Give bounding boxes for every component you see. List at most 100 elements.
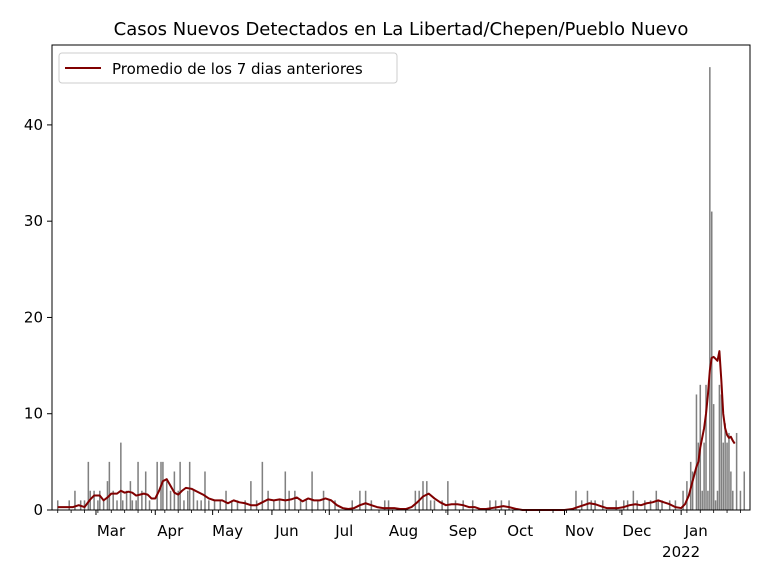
bar (705, 384, 707, 510)
bar (87, 461, 90, 510)
bar (508, 500, 510, 510)
bar (726, 442, 728, 510)
x-tick-label: Jan (684, 522, 708, 540)
bar (707, 490, 709, 510)
bar (351, 500, 353, 510)
bar (364, 490, 367, 510)
bar (429, 500, 432, 510)
bar (359, 490, 361, 510)
bar (121, 500, 124, 510)
bar (261, 461, 264, 510)
bar (674, 500, 677, 510)
y-tick-label: 20 (24, 308, 43, 326)
bar (703, 442, 705, 510)
bar (714, 500, 717, 510)
y-tick-label: 30 (24, 212, 43, 230)
bar (68, 500, 70, 510)
bar (724, 423, 726, 510)
bar (661, 500, 663, 510)
bar (383, 500, 386, 510)
bar (305, 500, 308, 510)
y-tick-label: 10 (24, 405, 43, 423)
bar (649, 500, 652, 510)
bar (718, 384, 721, 510)
bar (732, 490, 734, 510)
axes-layer: 0 10 20 30 40 Mar Apr May Jun Jul Aug Sep Oct Nov Dec J… (24, 44, 751, 561)
bar (334, 500, 336, 510)
bar (735, 432, 738, 510)
bar (294, 490, 296, 510)
bar (586, 490, 589, 510)
bar (441, 500, 443, 510)
bar (208, 500, 210, 510)
bar (728, 432, 730, 510)
bar (691, 471, 694, 510)
bar (162, 461, 164, 510)
x-tick-label: Mar (97, 522, 126, 540)
bar (148, 500, 151, 510)
legend-label: Promedio de los 7 dias anteriores (112, 60, 363, 78)
y-tick-label: 0 (33, 501, 43, 519)
bar (623, 500, 625, 510)
bar (177, 490, 179, 510)
bar (183, 500, 185, 510)
x-tick-label: Aug (389, 522, 418, 540)
bar (236, 500, 239, 510)
x-tick-label: Dec (622, 522, 651, 540)
bar (730, 471, 732, 510)
bar (601, 500, 604, 510)
x-tick-label: Apr (157, 522, 184, 540)
x-tick-label: Jul (334, 522, 353, 540)
bar (701, 490, 703, 510)
bar (120, 442, 122, 510)
x-tick-sublabel: 2022 (662, 543, 700, 561)
x-tick-label: May (212, 522, 243, 540)
bar (739, 490, 742, 510)
plot-frame (51, 44, 751, 511)
series-line (57, 350, 736, 511)
bar (165, 481, 168, 510)
bar (200, 500, 202, 510)
bar (299, 500, 302, 510)
bar (743, 471, 746, 510)
bar (188, 461, 191, 510)
legend-frame (58, 52, 398, 84)
x-tick-label: Jun (274, 522, 298, 540)
bar (686, 481, 688, 510)
bar (102, 500, 105, 510)
bar (196, 500, 199, 510)
bar (615, 500, 617, 510)
chart-title: Casos Nuevos Detectados en La Libertad/C… (114, 19, 689, 40)
bar (219, 500, 222, 510)
bar (144, 471, 147, 510)
bar (328, 500, 331, 510)
bar (682, 490, 684, 510)
bar (250, 481, 252, 510)
bar (131, 500, 134, 510)
bar (230, 500, 233, 510)
bar (204, 471, 206, 510)
line-layer (57, 350, 736, 511)
bar (709, 67, 711, 510)
x-tick-label: Oct (507, 522, 533, 540)
bar (284, 471, 287, 510)
bar (387, 500, 390, 510)
bar (414, 490, 417, 510)
bar (697, 442, 700, 510)
bar (83, 500, 86, 510)
bar (169, 490, 172, 510)
bar (244, 500, 246, 510)
bar (116, 500, 118, 510)
bar (74, 490, 76, 510)
bar (187, 490, 189, 510)
bar (56, 500, 59, 510)
bar (125, 490, 128, 510)
bar (135, 500, 137, 510)
bar (722, 442, 724, 510)
bar (93, 490, 95, 510)
bar (575, 490, 577, 510)
bar (657, 500, 659, 510)
bar (695, 394, 698, 510)
bar (137, 461, 139, 510)
